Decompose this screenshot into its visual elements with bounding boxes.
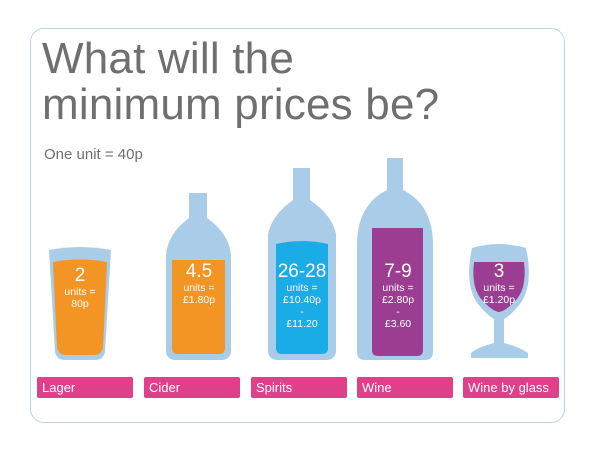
subtitle: One unit = 40p — [44, 146, 143, 163]
cider-line-2: £1.80p — [182, 294, 216, 306]
spirits-line-1: units = — [286, 282, 318, 294]
wine-glass-info: 3 units = £1.20p — [472, 261, 526, 307]
cider-line-1: units = — [183, 282, 215, 294]
label-lager: Lager — [37, 377, 133, 398]
wine-glass-units: 3 — [493, 261, 505, 282]
label-spirits: Spirits — [251, 377, 347, 398]
spirits-line-4: £11.20 — [286, 318, 318, 330]
cider-bottle-icon — [166, 193, 231, 360]
wine-line-2: £2.80p — [381, 294, 415, 306]
wine-line-1: units = — [382, 282, 414, 294]
page-title: What will the minimum prices be? — [42, 34, 440, 129]
label-wine: Wine — [357, 377, 453, 398]
label-wine-by-glass: Wine by glass — [463, 377, 559, 398]
cider-units: 4.5 — [185, 261, 213, 282]
spirits-units: 26-28 — [277, 261, 327, 282]
spirits-bottle-icon — [268, 168, 336, 360]
wine-glass-line-1: units = — [483, 282, 515, 294]
wine-line-3: - — [396, 306, 400, 318]
wine-units: 7-9 — [384, 261, 412, 282]
wine-bottle-icon — [357, 158, 433, 360]
wine-glass-icon — [469, 244, 529, 358]
lager-info: 2 units = 80p — [50, 265, 110, 311]
wine-glass-line-2: £1.20p — [482, 294, 516, 306]
spirits-info: 26-28 units = £10.40p - £11.20 — [272, 261, 332, 331]
lager-line-2: 80p — [71, 298, 89, 310]
spirits-line-2: £10.40p — [283, 294, 321, 306]
wine-line-4: £3.60 — [384, 318, 412, 330]
lager-line-1: units = — [64, 286, 96, 298]
label-cider: Cider — [144, 377, 240, 398]
cider-info: 4.5 units = £1.80p — [169, 261, 229, 307]
wine-info: 7-9 units = £2.80p - £3.60 — [367, 261, 429, 331]
pint-glass-icon — [49, 247, 111, 360]
spirits-line-3: - — [300, 306, 304, 318]
lager-units: 2 — [74, 265, 86, 286]
